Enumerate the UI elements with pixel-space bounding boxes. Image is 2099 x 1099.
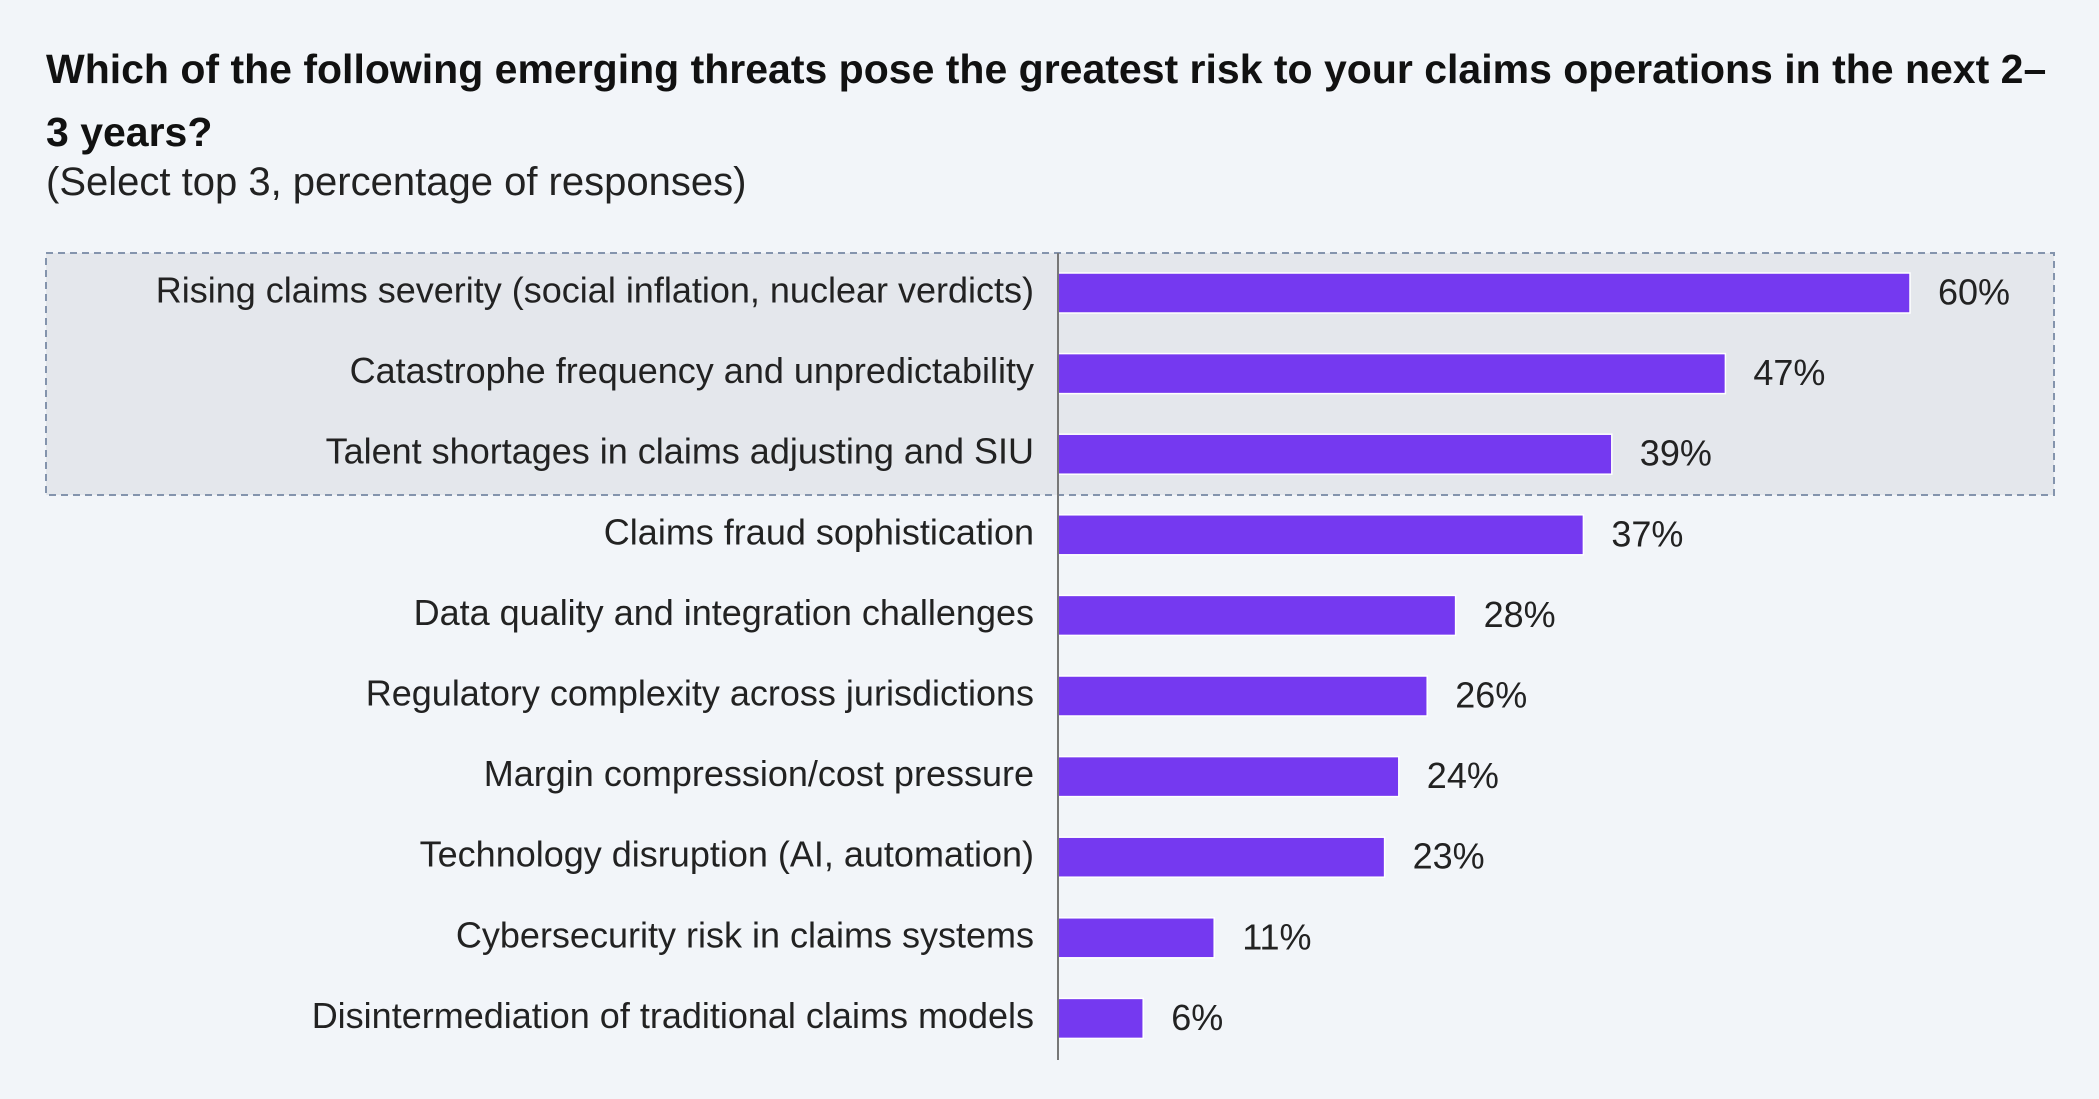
value-label: 60% bbox=[1938, 272, 2010, 313]
value-label: 6% bbox=[1171, 997, 1223, 1038]
bar bbox=[1057, 836, 1386, 878]
category-label: Margin compression/cost pressure bbox=[484, 753, 1034, 794]
bar bbox=[1057, 675, 1428, 717]
category-label: Cybersecurity risk in claims systems bbox=[456, 914, 1034, 955]
value-label: 28% bbox=[1484, 594, 1556, 635]
value-label: 23% bbox=[1413, 836, 1485, 877]
category-label: Claims fraud sophistication bbox=[604, 511, 1034, 552]
category-label: Catastrophe frequency and unpredictabili… bbox=[350, 350, 1034, 391]
value-label: 11% bbox=[1242, 916, 1311, 957]
value-label: 37% bbox=[1611, 513, 1683, 554]
value-label: 24% bbox=[1427, 755, 1499, 796]
category-label: Technology disruption (AI, automation) bbox=[420, 834, 1034, 875]
bar bbox=[1057, 352, 1727, 395]
category-label: Rising claims severity (social inflation… bbox=[156, 270, 1034, 311]
value-label: 26% bbox=[1455, 675, 1527, 716]
category-label: Talent shortages in claims adjusting and… bbox=[326, 431, 1034, 472]
bar bbox=[1057, 755, 1400, 798]
category-label: Data quality and integration challenges bbox=[414, 592, 1034, 633]
bar bbox=[1057, 917, 1215, 959]
bar bbox=[1057, 272, 1911, 314]
category-label: Disintermediation of traditional claims … bbox=[312, 995, 1034, 1036]
value-label: 47% bbox=[1753, 352, 1825, 393]
chart-title: Which of the following emerging threats … bbox=[46, 46, 2047, 155]
category-label: Regulatory complexity across jurisdictio… bbox=[366, 673, 1034, 714]
chart-subtitle: (Select top 3, percentage of responses) bbox=[46, 160, 747, 204]
bar bbox=[1057, 514, 1585, 556]
bar bbox=[1057, 433, 1613, 475]
bar bbox=[1057, 594, 1457, 637]
bar bbox=[1057, 997, 1144, 1040]
value-label: 39% bbox=[1640, 433, 1712, 474]
